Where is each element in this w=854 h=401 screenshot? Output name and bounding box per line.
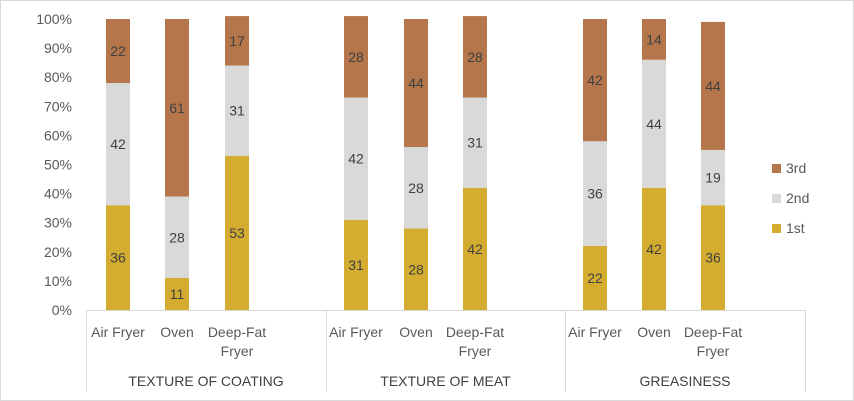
data-label: 28 [169, 229, 185, 245]
bar-segment-1st [463, 187, 487, 310]
bar-segment-3rd [404, 19, 428, 148]
data-label: 31 [467, 135, 483, 151]
x-category-label: Oven [160, 324, 193, 340]
data-label: 36 [587, 186, 603, 202]
y-tick-label: 80% [44, 69, 72, 85]
data-label: 44 [646, 116, 662, 132]
data-label: 44 [705, 78, 721, 94]
x-category-label: Oven [399, 324, 432, 340]
bar-segment-3rd [583, 19, 607, 142]
data-label: 31 [229, 103, 245, 119]
bar-segment-2nd [165, 196, 189, 278]
y-axis: 0% 10% 20% 30% 40% 50% 60% 70% 80% 90% 100% [36, 11, 72, 318]
data-label: 36 [110, 250, 126, 266]
x-group-label: GREASINESS [639, 373, 730, 389]
data-label: 42 [110, 136, 126, 152]
data-labels: 36 42 22 11 28 61 53 31 17 31 42 28 28 28 44 42 31 28 22 36… [110, 31, 721, 302]
bar-segment-2nd [404, 147, 428, 229]
y-tick-label: 60% [44, 127, 72, 143]
bar-segment-2nd [583, 141, 607, 246]
bar-segment-3rd [165, 19, 189, 197]
bar-segment-1st [642, 187, 666, 310]
x-category-label: Air Fryer [568, 324, 622, 340]
legend-label-3rd: 3rd [786, 160, 806, 176]
bar-segment-2nd [701, 149, 725, 206]
bar-segment-2nd [463, 97, 487, 188]
data-label: 22 [587, 270, 603, 286]
data-label: 14 [646, 31, 662, 47]
bar-segment-3rd [701, 21, 725, 150]
data-label: 17 [229, 33, 245, 49]
legend-swatch-2nd [772, 194, 781, 203]
y-tick-label: 70% [44, 98, 72, 114]
data-label: 61 [169, 100, 185, 116]
y-tick-label: 90% [44, 40, 72, 56]
bar-segment-3rd [106, 19, 130, 84]
bar-segment-2nd [344, 97, 368, 220]
data-label: 42 [587, 72, 603, 88]
data-label: 53 [229, 225, 245, 241]
bar-segment-1st [701, 205, 725, 310]
data-label: 28 [348, 49, 364, 65]
bar-segment-3rd [463, 16, 487, 98]
y-tick-label: 50% [44, 157, 72, 173]
bar-segment-3rd [344, 16, 368, 98]
y-tick-label: 10% [44, 273, 72, 289]
x-category-label: Fryer [459, 343, 492, 359]
x-category-label: Deep-Fat [446, 324, 504, 340]
data-label: 22 [110, 43, 126, 59]
legend-swatch-3rd [772, 164, 781, 173]
bar-segment-1st [106, 205, 130, 310]
bars [106, 16, 725, 310]
x-group-label: TEXTURE OF MEAT [380, 373, 511, 389]
data-label: 42 [646, 241, 662, 257]
x-category-label: Deep-Fat [684, 324, 742, 340]
bar-segment-1st [404, 228, 428, 310]
x-group-label: TEXTURE OF COATING [128, 373, 283, 389]
data-label: 31 [348, 257, 364, 273]
legend: 3rd 2nd 1st [772, 160, 809, 236]
bar-segment-1st [225, 155, 249, 310]
bar-segment-1st [165, 277, 189, 310]
data-label: 11 [170, 286, 185, 302]
data-label: 42 [467, 241, 483, 257]
data-label: 28 [467, 49, 483, 65]
bar-segment-2nd [225, 65, 249, 156]
y-tick-label: 100% [36, 11, 72, 27]
y-tick-label: 20% [44, 244, 72, 260]
x-category-label: Deep-Fat [208, 324, 266, 340]
x-category-label: Fryer [697, 343, 730, 359]
data-label: 19 [705, 170, 721, 186]
x-category-label: Air Fryer [91, 324, 145, 340]
bar-segment-2nd [106, 83, 130, 206]
x-category-label: Oven [637, 324, 670, 340]
data-label: 36 [705, 250, 721, 266]
data-label: 28 [408, 180, 424, 196]
legend-label-2nd: 2nd [786, 190, 809, 206]
bar-segment-3rd [642, 19, 666, 60]
x-category-label: Fryer [221, 343, 254, 359]
bar-segment-1st [344, 219, 368, 310]
data-label: 42 [348, 151, 364, 167]
legend-swatch-1st [772, 224, 781, 233]
y-tick-label: 30% [44, 215, 72, 231]
y-tick-label: 40% [44, 186, 72, 202]
bar-segment-3rd [225, 16, 249, 66]
y-tick-label: 0% [52, 302, 72, 318]
data-label: 44 [408, 75, 424, 91]
bar-segment-1st [583, 245, 607, 310]
x-category-label: Air Fryer [329, 324, 383, 340]
data-label: 28 [408, 261, 424, 277]
legend-label-1st: 1st [786, 220, 805, 236]
x-axis: Air Fryer Oven Deep-Fat Fryer TEXTURE OF COA… [86, 310, 806, 392]
bar-segment-2nd [642, 59, 666, 188]
